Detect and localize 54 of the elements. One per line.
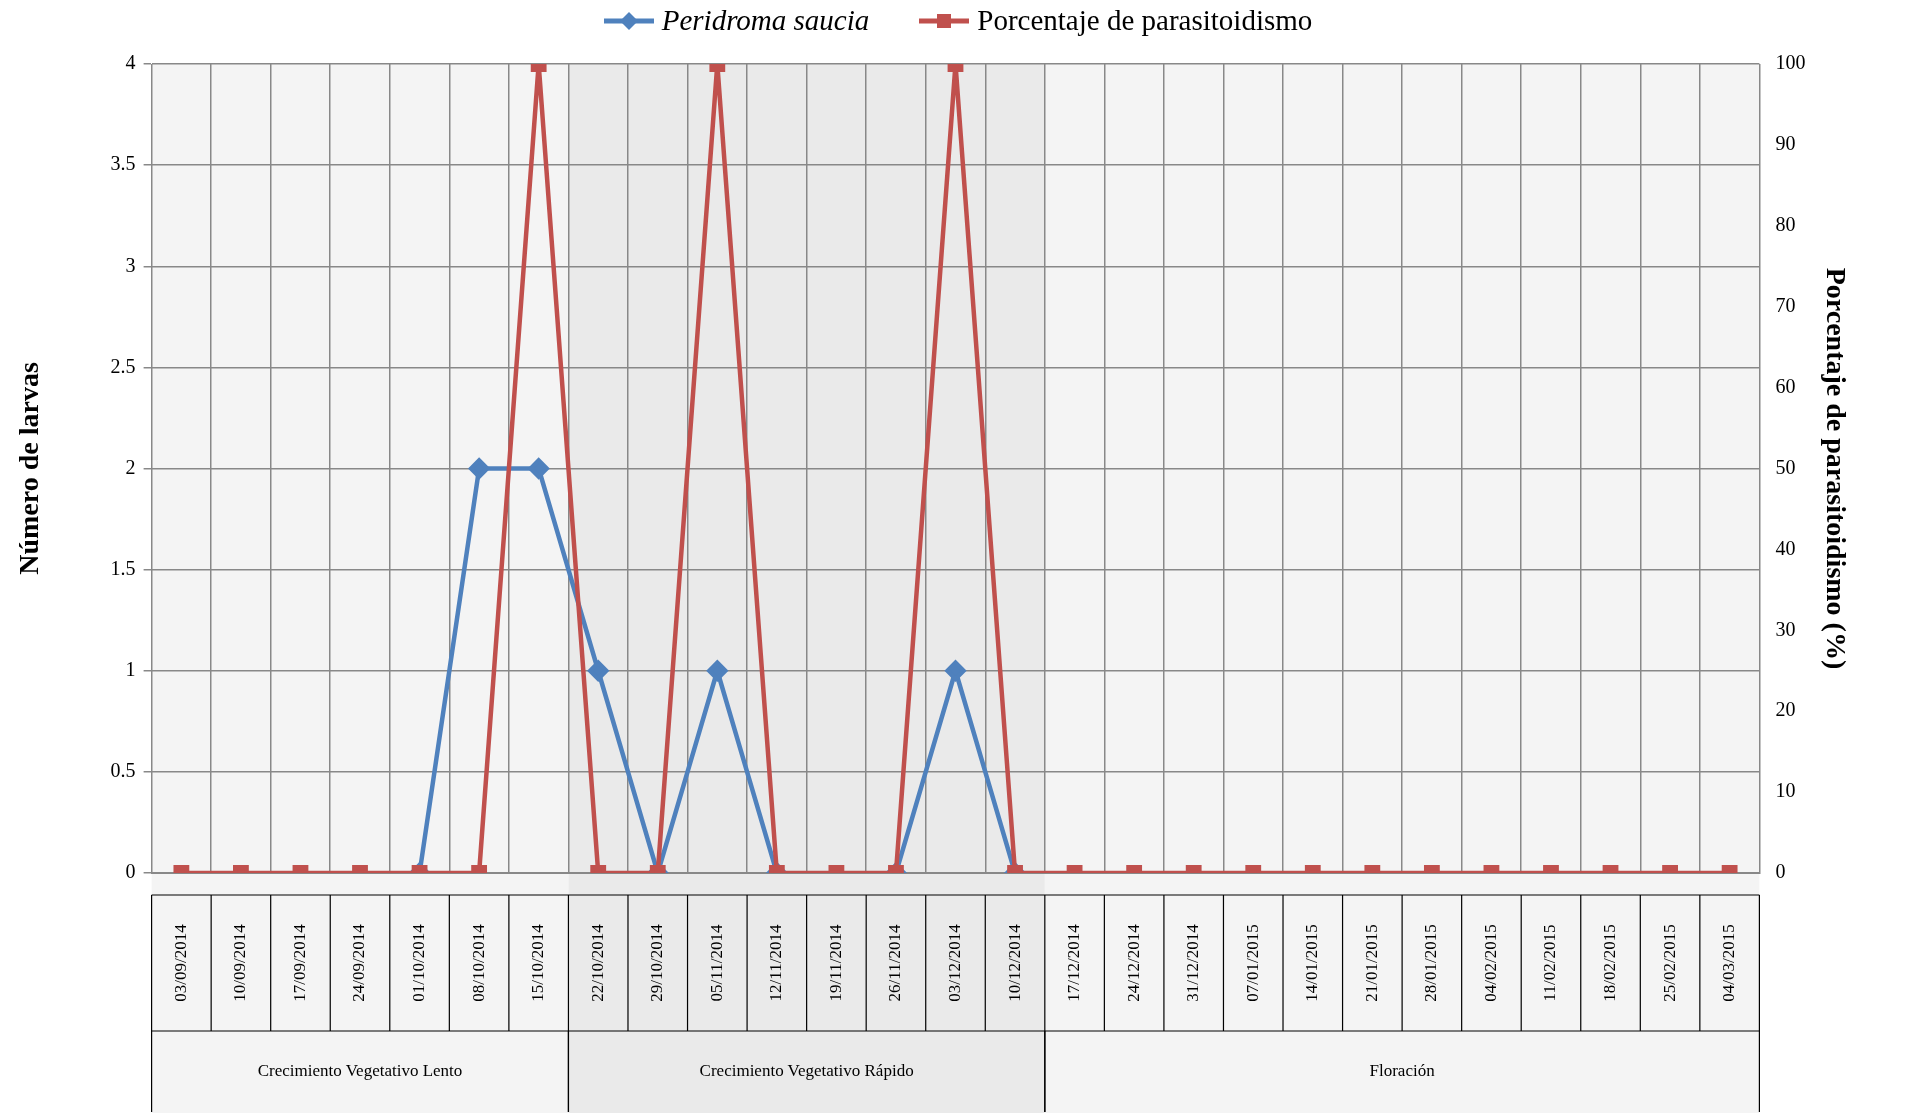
y-tick-label: 4 <box>125 51 136 74</box>
y-tick-label: 0.5 <box>110 759 136 782</box>
y2-tick-label: 40 <box>1775 536 1796 559</box>
x-tick-label: 03/09/2014 <box>170 923 190 1002</box>
x-tick-label: 31/12/2014 <box>1183 923 1203 1002</box>
band-label: Crecimiento Vegetativo Lento <box>257 1060 463 1080</box>
y-tick-label: 1.5 <box>110 556 136 579</box>
x-tick-label: 28/01/2015 <box>1421 924 1441 1002</box>
y2-tick-label: 90 <box>1775 132 1796 155</box>
y-tick-label: 2.5 <box>110 354 136 377</box>
x-tick-label: 25/02/2015 <box>1659 924 1679 1002</box>
x-tick-label: 01/10/2014 <box>409 923 429 1002</box>
y2-axis-title: Porcentaje de parasitoidismo (%) <box>1820 267 1852 670</box>
x-tick-label: 17/09/2014 <box>289 923 309 1002</box>
y-tick-label: 3 <box>125 253 136 276</box>
y2-tick-label: 80 <box>1775 213 1796 236</box>
y2-tick-label: 20 <box>1775 698 1796 721</box>
y2-tick-label: 10 <box>1775 779 1796 802</box>
y2-tick-label: 30 <box>1775 617 1796 640</box>
x-tick-label: 14/01/2015 <box>1302 924 1322 1002</box>
y2-tick-label: 100 <box>1775 51 1806 74</box>
y2-tick-label: 50 <box>1775 455 1796 478</box>
y2-tick-label: 70 <box>1775 293 1796 316</box>
y-axis-title: Número de larvas <box>13 362 45 575</box>
x-tick-label: 03/12/2014 <box>944 923 964 1002</box>
x-tick-label: 11/02/2015 <box>1540 924 1560 1002</box>
x-tick-label: 15/10/2014 <box>528 923 548 1002</box>
y-tick-label: 2 <box>125 455 136 478</box>
x-tick-label: 21/01/2015 <box>1361 924 1381 1002</box>
x-tick-label: 05/11/2014 <box>706 924 726 1002</box>
x-tick-label: 24/12/2014 <box>1123 923 1143 1002</box>
x-tick-label: 24/09/2014 <box>349 923 369 1002</box>
x-tick-label: 22/10/2014 <box>587 923 607 1002</box>
y2-tick-label: 60 <box>1775 374 1796 397</box>
legend-label: Peridroma saucia <box>661 4 870 37</box>
x-tick-label: 04/02/2015 <box>1480 924 1500 1002</box>
x-tick-label: 07/01/2015 <box>1242 924 1262 1002</box>
y-tick-label: 1 <box>125 658 136 680</box>
y-tick-label: 3.5 <box>110 152 136 175</box>
x-tick-label: 26/11/2014 <box>885 924 905 1002</box>
x-tick-label: 12/11/2014 <box>766 924 786 1002</box>
x-tick-label: 08/10/2014 <box>468 923 488 1002</box>
band-label: Crecimiento Vegetativo Rápido <box>699 1060 914 1080</box>
y2-tick-label: 0 <box>1775 860 1786 883</box>
x-tick-label: 18/02/2015 <box>1600 924 1619 1002</box>
x-tick-label: 29/10/2014 <box>647 923 667 1002</box>
x-tick-label: 17/12/2014 <box>1064 923 1084 1002</box>
band-label: Floración <box>1369 1060 1436 1080</box>
y-tick-label: 0 <box>125 860 136 883</box>
legend-label: Porcentaje de parasitoidismo <box>977 4 1313 37</box>
x-tick-label: 10/09/2014 <box>230 923 250 1002</box>
x-tick-label: 10/12/2014 <box>1004 923 1024 1002</box>
x-tick-label: 19/11/2014 <box>825 924 845 1002</box>
x-tick-label: 04/03/2015 <box>1719 924 1739 1002</box>
